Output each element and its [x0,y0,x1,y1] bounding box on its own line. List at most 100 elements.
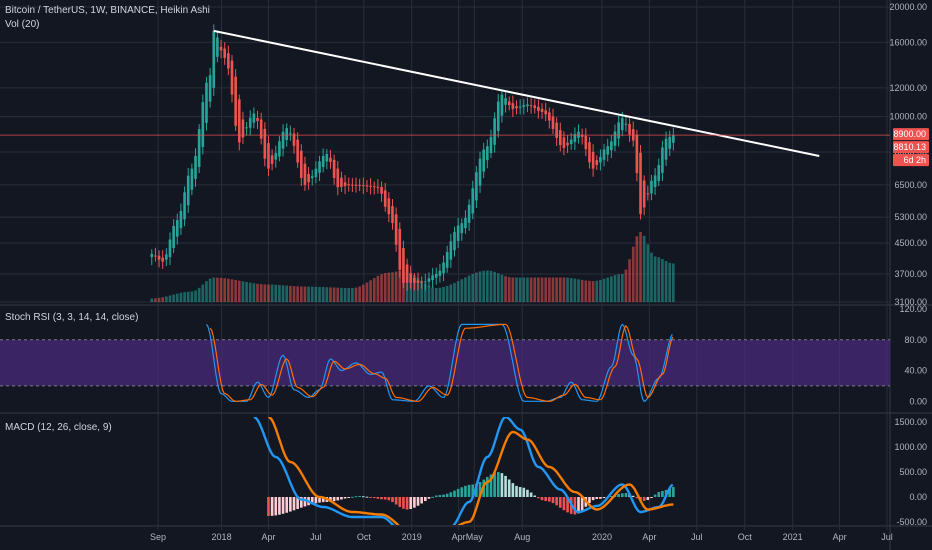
volume-bar [383,273,387,302]
candle-body [329,157,332,162]
volume-bar [219,277,223,302]
volume-bar [194,290,197,302]
macd-tick-label: 500.00 [899,467,927,477]
candle-body [515,106,518,109]
candle-body [398,228,402,270]
volume-bar [449,284,453,302]
volume-bar [584,280,588,302]
candle-body [613,131,617,146]
macd-histogram-bar [354,496,358,498]
candle-body [161,257,165,262]
volume-bar [161,297,165,302]
volume-bar [336,287,340,302]
macd-histogram-bar [602,497,606,499]
candle-body [548,112,551,121]
candle-body [529,105,533,107]
candle-body [628,123,631,135]
macd-histogram-bar [672,487,675,497]
macd-tick-label: -500.00 [896,517,927,527]
x-tick-label: Apr [261,532,275,542]
macd-histogram-bar [420,497,423,504]
macd-histogram-bar [445,493,449,497]
volume-bar [212,277,216,302]
macd-histogram-bar [347,497,351,498]
volume-bar [372,278,376,302]
volume-bar [507,277,511,302]
macd-histogram-bar [653,494,657,497]
volume-bar [471,273,475,302]
candle-body [431,275,434,281]
candle-body [573,134,577,142]
volume-bar [329,287,332,302]
candle-body [424,281,427,283]
candle-body [511,103,515,109]
macd-histogram-bar [438,495,442,497]
candle-body [620,118,624,131]
volume-bar [453,282,456,302]
price-badges: 8900.00 8810.13 6d 2h [893,128,929,167]
macd-histogram-bar [464,485,467,497]
candle-body [183,192,186,220]
candle-body [310,176,314,179]
volume-bar [500,274,504,302]
macd-histogram-bar [270,497,274,516]
candle-body [664,138,668,160]
candle-body [566,142,569,146]
macd-histogram-bar [340,497,343,500]
volume-bar [365,282,369,302]
candle-body [197,129,201,167]
candle-body [449,241,453,260]
macd-histogram-bar [467,484,471,497]
macd-histogram-bar [405,497,409,510]
volume-bar [548,277,551,302]
x-tick-label: Oct [738,532,753,542]
candle-body [413,278,416,283]
candle-body [427,278,431,282]
macd-histogram-bar [278,497,281,515]
x-tick-label: Sep [150,532,166,542]
macd-histogram-bar [526,489,529,497]
macd-histogram-bar [533,495,537,497]
candle-body [383,190,387,207]
volume-bar [606,277,610,302]
x-tick-label: 2019 [402,532,422,542]
volume-bar [526,277,529,302]
macd-histogram-bar [321,497,325,503]
macd-histogram-bar [318,497,321,503]
volume-bar [285,285,289,302]
volume-bar [551,277,555,302]
candle-body [168,239,172,258]
volume-bar [482,270,485,302]
stoch-band-fill [0,339,890,386]
volume-bar [241,281,245,302]
macd-histogram-bar [657,492,661,497]
candle-body [442,262,445,274]
macd-histogram-bar [442,494,445,497]
volume-bar [289,285,292,302]
volume-bar [267,284,270,302]
candle-body [540,108,544,113]
volume-bar [175,293,179,302]
x-tick-label: Oct [357,532,372,542]
volume-bar [438,287,442,302]
candle-body [241,119,245,138]
macd-histogram-bar [500,473,504,497]
candle-body [496,101,500,131]
volume-bar [157,297,161,302]
macd-histogram-bar [471,484,475,497]
volume-bar [197,287,201,302]
volume-bar [442,287,445,302]
volume-bar [201,284,205,302]
macd-histogram-bar [478,482,482,497]
descending-trendline[interactable] [213,29,820,157]
volume-bar [580,279,584,302]
macd-histogram-bar [292,497,296,511]
volume-bar [354,287,358,302]
volume-bar [274,284,278,302]
volume-bar [252,283,256,302]
macd-tick-label: 0.00 [909,492,927,502]
candle-body [208,75,212,102]
candle-body [230,60,234,95]
macd-tick-label: 1000.00 [894,442,927,452]
